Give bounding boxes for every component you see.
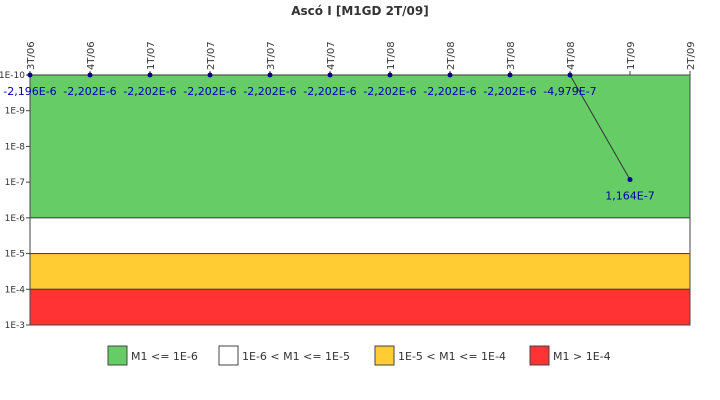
data-label: -2,196E-6 bbox=[3, 85, 56, 98]
legend-swatch bbox=[374, 345, 395, 366]
y-tick-label: 1E-8 bbox=[5, 142, 26, 152]
legend-entry: M1 > 1E-4 bbox=[553, 350, 611, 363]
x-tick-label: 3T/07 bbox=[266, 41, 277, 70]
data-label: -2,202E-6 bbox=[303, 85, 356, 98]
y-tick-label: 1E-4 bbox=[5, 285, 26, 295]
x-tick-label: 1T/07 bbox=[146, 41, 157, 70]
x-tick-label: 2T/07 bbox=[206, 41, 217, 70]
y-tick-label: 1E-3 bbox=[5, 321, 25, 331]
y-axis: 1E-10 1E-9 1E-8 1E-7 1E-6 1E-5 1E-4 1E-3 bbox=[0, 71, 30, 331]
data-point bbox=[507, 72, 513, 78]
y-tick-label: 1E-7 bbox=[5, 178, 25, 188]
x-tick-label: 4T/08 bbox=[566, 41, 577, 70]
legend-entry: M1 <= 1E-6 bbox=[131, 350, 198, 363]
data-point bbox=[567, 72, 573, 78]
band-1 bbox=[29, 217, 691, 255]
data-label: -2,202E-6 bbox=[423, 85, 476, 98]
data-point bbox=[267, 72, 273, 78]
y-tick-label: 1E-9 bbox=[5, 107, 26, 117]
x-tick-label: 4T/06 bbox=[86, 41, 97, 70]
data-label: -4,979E-7 bbox=[543, 85, 596, 98]
data-label: -2,202E-6 bbox=[483, 85, 536, 98]
y-tick-label: 1E-6 bbox=[5, 214, 26, 224]
data-point bbox=[627, 177, 633, 183]
legend-entry: 1E-6 < M1 <= 1E-5 bbox=[242, 350, 350, 363]
x-tick-label: 4T/07 bbox=[326, 41, 337, 70]
data-point bbox=[147, 72, 153, 78]
data-point bbox=[387, 72, 393, 78]
x-tick-label: 2T/08 bbox=[446, 41, 457, 70]
series-layer: -2,196E-6 -2,202E-6 -2,202E-6 -2,202E-6 -2,2… bbox=[3, 72, 655, 203]
legend-swatch bbox=[218, 345, 239, 366]
y-tick-label: 1E-10 bbox=[0, 71, 25, 81]
band-3 bbox=[29, 288, 691, 326]
data-label: -2,202E-6 bbox=[363, 85, 416, 98]
data-label: -2,202E-6 bbox=[243, 85, 296, 98]
data-label: -2,202E-6 bbox=[123, 85, 176, 98]
legend: M1 <= 1E-6 1E-6 < M1 <= 1E-5 1E-5 < M1 <= … bbox=[107, 345, 611, 366]
band-0 bbox=[29, 74, 691, 219]
data-point bbox=[447, 72, 453, 78]
data-label: 1,164E-7 bbox=[605, 190, 654, 203]
x-tick-label: 1T/08 bbox=[386, 41, 397, 70]
y-tick-label: 1E-5 bbox=[5, 250, 25, 260]
data-point bbox=[27, 72, 33, 78]
data-point bbox=[327, 72, 333, 78]
x-tick-label: 3T/06 bbox=[26, 41, 37, 70]
legend-entry: 1E-5 < M1 <= 1E-4 bbox=[398, 350, 506, 363]
data-label: -2,202E-6 bbox=[63, 85, 116, 98]
data-point bbox=[207, 72, 213, 78]
x-tick-label: 3T/08 bbox=[506, 41, 517, 70]
legend-swatch bbox=[107, 345, 128, 366]
bands-layer bbox=[29, 74, 691, 326]
legend-swatch bbox=[529, 345, 550, 366]
x-tick-label: 2T/09 bbox=[686, 41, 697, 70]
x-tick-label: 1T/09 bbox=[626, 41, 637, 70]
band-2 bbox=[29, 253, 691, 290]
data-label: -2,202E-6 bbox=[183, 85, 236, 98]
x-axis: 3T/06 4T/06 1T/07 2T/07 3T/07 4T/07 1T/08 2T/08… bbox=[26, 41, 697, 75]
chart-title: Ascó I [M1GD 2T/09] bbox=[291, 4, 428, 18]
data-point bbox=[87, 72, 93, 78]
